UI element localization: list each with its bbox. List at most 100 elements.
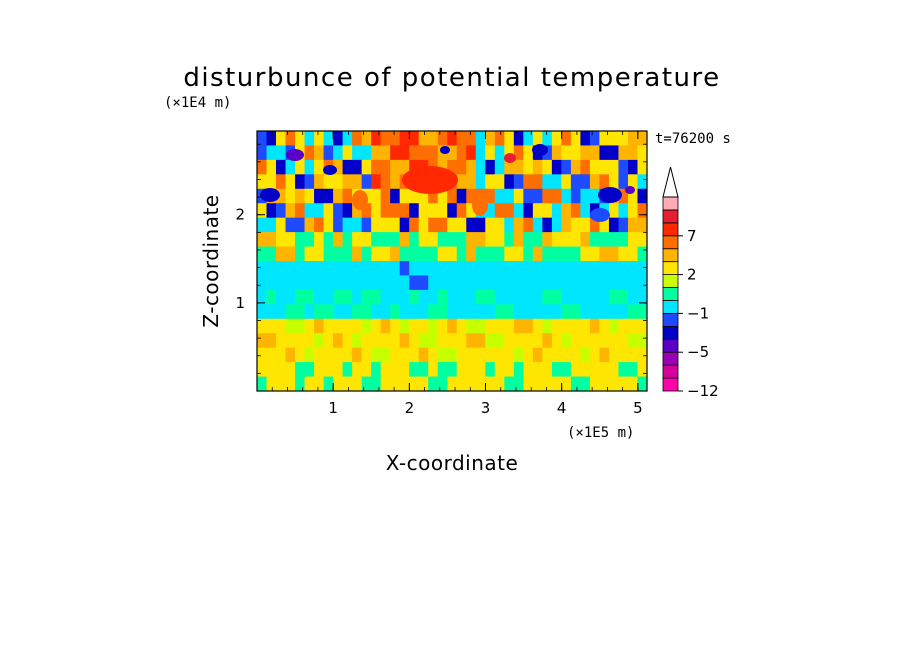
field-cell bbox=[390, 131, 401, 147]
field-cell bbox=[333, 275, 344, 291]
field-cell bbox=[456, 203, 467, 219]
field-cell bbox=[342, 376, 353, 391]
field-cell bbox=[599, 246, 610, 262]
field-cell bbox=[532, 203, 543, 219]
field-cell bbox=[608, 145, 620, 161]
field-cell bbox=[390, 362, 401, 378]
field-cell bbox=[323, 347, 334, 363]
field-cell bbox=[266, 246, 277, 262]
field-cell bbox=[475, 261, 486, 277]
field-cell bbox=[561, 145, 572, 161]
field-cell bbox=[409, 232, 420, 248]
field-cell bbox=[447, 333, 458, 349]
field-cell bbox=[295, 217, 306, 233]
field-cell bbox=[494, 289, 505, 305]
field-cell bbox=[380, 188, 391, 204]
field-cell bbox=[352, 217, 363, 233]
colorbar-swatch bbox=[662, 300, 679, 314]
field-cell bbox=[551, 203, 562, 219]
field-cell bbox=[390, 217, 401, 233]
field-cell bbox=[466, 304, 477, 320]
field-cell bbox=[409, 145, 420, 161]
field-cell bbox=[627, 347, 639, 363]
field-cell bbox=[428, 131, 439, 147]
field-cell bbox=[352, 246, 363, 262]
field-cell bbox=[266, 203, 277, 219]
field-cell bbox=[456, 304, 467, 320]
field-cell bbox=[380, 304, 391, 320]
field-cell bbox=[371, 304, 382, 320]
field-cell bbox=[618, 333, 629, 349]
field-cell bbox=[257, 261, 268, 277]
field-cell bbox=[580, 131, 591, 147]
field-cell bbox=[618, 275, 629, 291]
field-cell bbox=[580, 376, 591, 391]
field-cell bbox=[618, 131, 629, 147]
field-cell bbox=[409, 304, 420, 320]
field-cell bbox=[589, 261, 601, 277]
field-cell bbox=[523, 289, 534, 305]
field-cell bbox=[285, 246, 296, 262]
colorbar-swatch bbox=[662, 248, 679, 263]
field-cell bbox=[352, 261, 363, 277]
field-cell bbox=[475, 362, 486, 378]
field-cell bbox=[314, 275, 325, 291]
field-cell bbox=[371, 275, 382, 291]
field-cell bbox=[523, 362, 534, 378]
field-cell bbox=[589, 347, 601, 363]
field-cell bbox=[295, 275, 306, 291]
colorbar-tick-label: −1 bbox=[687, 304, 709, 322]
field-cell bbox=[371, 333, 382, 349]
field-cell bbox=[551, 261, 562, 277]
field-cell bbox=[295, 318, 306, 334]
field-cell bbox=[561, 217, 572, 233]
field-cell bbox=[561, 376, 572, 391]
colorbar-swatch bbox=[662, 274, 679, 288]
field-cell bbox=[637, 159, 647, 175]
field-cell bbox=[475, 174, 486, 190]
field-cell bbox=[532, 362, 543, 378]
field-cell bbox=[371, 159, 382, 175]
field-cell bbox=[504, 261, 515, 277]
field-cell bbox=[390, 145, 401, 161]
field-cell bbox=[580, 333, 591, 349]
field-cell bbox=[361, 275, 372, 291]
field-cell bbox=[437, 217, 448, 233]
field-cell bbox=[561, 188, 572, 204]
field-cell bbox=[418, 261, 429, 277]
field-cell bbox=[342, 261, 353, 277]
field-cell bbox=[352, 304, 363, 320]
colorbar-swatch bbox=[662, 377, 679, 392]
field-cell bbox=[532, 275, 543, 291]
field-cell bbox=[475, 232, 486, 248]
field-cell bbox=[295, 246, 306, 262]
field-cell bbox=[399, 275, 410, 291]
field-cell bbox=[390, 159, 401, 175]
field-cell bbox=[418, 217, 429, 233]
field-cell bbox=[532, 232, 543, 248]
field-cell bbox=[456, 261, 467, 277]
field-cell bbox=[637, 174, 647, 190]
field-cell bbox=[608, 362, 620, 378]
field-cell bbox=[618, 217, 629, 233]
field-cell bbox=[399, 188, 410, 204]
field-cell bbox=[618, 188, 629, 204]
field-cell bbox=[618, 246, 629, 262]
field-cell bbox=[352, 318, 363, 334]
field-cell bbox=[570, 217, 582, 233]
field-cell bbox=[266, 217, 277, 233]
field-cell bbox=[323, 333, 334, 349]
field-cell bbox=[361, 246, 372, 262]
field-cell bbox=[409, 246, 420, 262]
field-cell bbox=[456, 318, 467, 334]
field-cell bbox=[485, 203, 496, 219]
field-cell bbox=[304, 188, 315, 204]
colorbar-swatch bbox=[662, 209, 679, 224]
field-cell bbox=[342, 188, 353, 204]
field-cell bbox=[475, 131, 486, 147]
field-cell bbox=[551, 246, 562, 262]
field-cell bbox=[266, 145, 277, 161]
field-cell bbox=[485, 174, 496, 190]
field-cell bbox=[589, 159, 601, 175]
field-cell bbox=[599, 289, 610, 305]
